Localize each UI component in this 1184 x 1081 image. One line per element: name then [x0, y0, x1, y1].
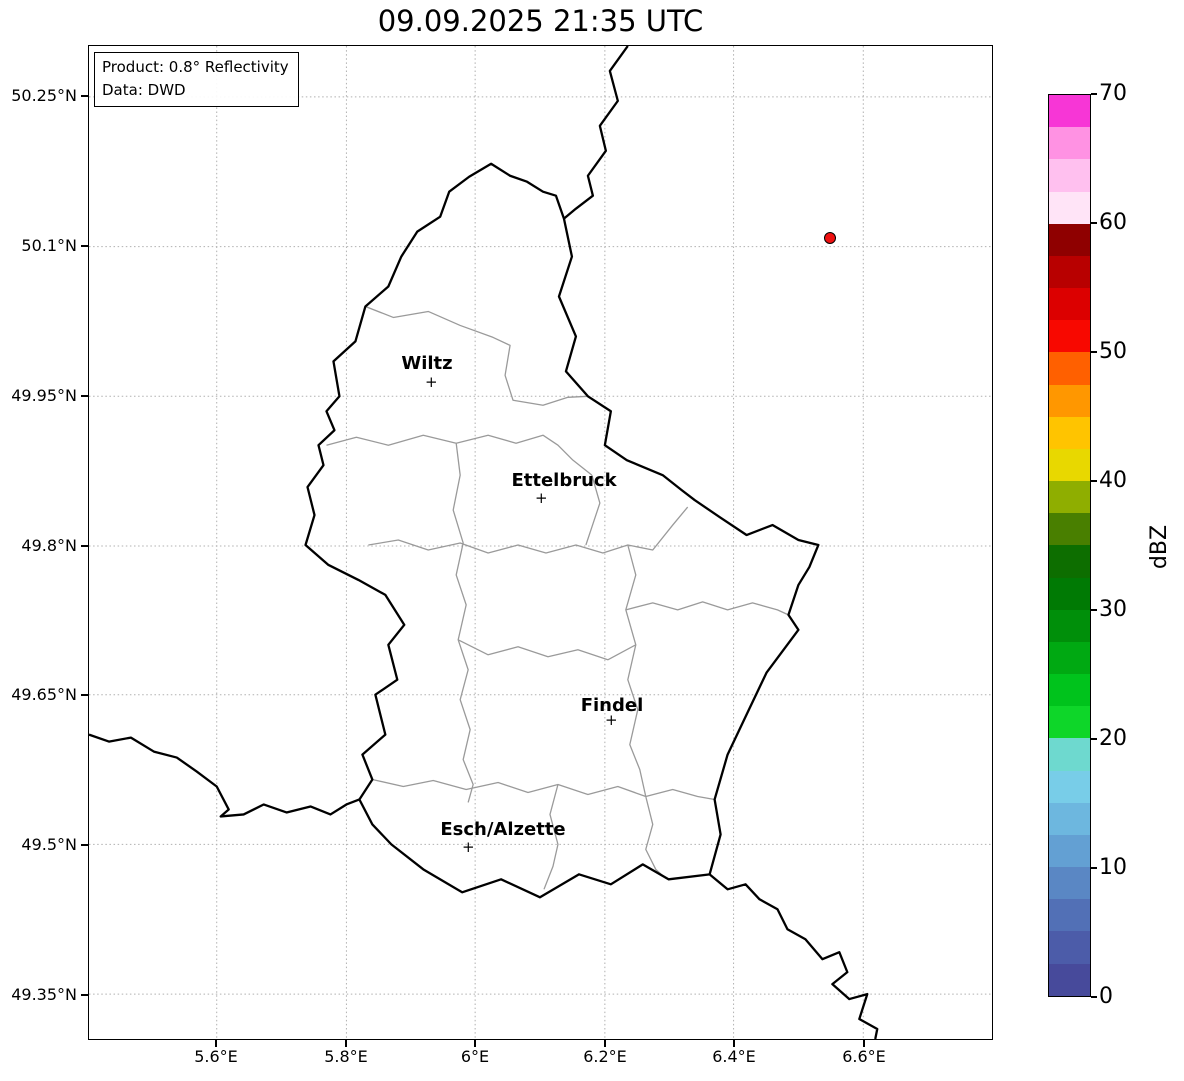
colorbar-segment	[1049, 963, 1090, 996]
y-tick-mark	[81, 694, 88, 696]
colorbar-segment	[1049, 609, 1090, 642]
y-tick-label: 49.65°N	[11, 685, 77, 704]
x-tick-mark	[733, 1040, 735, 1047]
map-canvas	[89, 46, 992, 1039]
x-tick-label: 6.2°E	[583, 1047, 627, 1066]
colorbar-segment	[1049, 223, 1090, 256]
y-tick-mark	[81, 395, 88, 397]
product-info-line: Product: 0.8° Reflectivity	[102, 58, 289, 76]
radar-site-marker	[824, 232, 836, 244]
belgium-germany-border-path	[563, 46, 629, 220]
colorbar-segment	[1049, 127, 1090, 160]
colorbar-segment	[1049, 867, 1090, 900]
colorbar-segment	[1049, 706, 1090, 739]
colorbar-segment	[1049, 481, 1090, 514]
x-tick-mark	[215, 1040, 217, 1047]
colorbar-segment	[1049, 191, 1090, 224]
colorbar-segment	[1049, 674, 1090, 707]
city-marker-cross: +	[425, 373, 438, 391]
y-tick-mark	[81, 844, 88, 846]
colorbar-tick-mark	[1091, 93, 1097, 95]
colorbar-tick-label: 40	[1099, 468, 1127, 493]
colorbar-segment	[1049, 159, 1090, 192]
colorbar-unit-label: dBZ	[1147, 524, 1172, 570]
colorbar-tick-label: 20	[1099, 726, 1127, 751]
product-info-box: Product: 0.8° Reflectivity Data: DWD	[94, 52, 299, 107]
y-tick-mark	[81, 545, 88, 547]
y-tick-mark	[81, 994, 88, 996]
y-tick-mark	[81, 245, 88, 247]
x-tick-mark	[604, 1040, 606, 1047]
colorbar-segment	[1049, 288, 1090, 321]
y-tick-label: 49.35°N	[11, 985, 77, 1004]
y-tick-label: 49.95°N	[11, 386, 77, 405]
colorbar-segment	[1049, 577, 1090, 610]
y-tick-label: 50.25°N	[11, 86, 77, 105]
city-marker-cross: +	[535, 489, 548, 507]
colorbar-segment	[1049, 352, 1090, 385]
colorbar-segment	[1049, 416, 1090, 449]
colorbar-tick-mark	[1091, 609, 1097, 611]
y-tick-mark	[81, 95, 88, 97]
colorbar-segment	[1049, 513, 1090, 546]
reflectivity-colorbar	[1048, 94, 1091, 997]
colorbar-tick-mark	[1091, 996, 1097, 998]
district-borders-path	[326, 305, 789, 890]
colorbar-tick-label: 60	[1099, 210, 1127, 235]
y-tick-label: 49.5°N	[21, 835, 77, 854]
colorbar-tick-mark	[1091, 867, 1097, 869]
y-tick-label: 50.1°N	[21, 236, 77, 255]
belgium-france-border-path	[89, 733, 360, 818]
colorbar-segment	[1049, 545, 1090, 578]
colorbar-segment	[1049, 448, 1090, 482]
city-marker-cross: +	[462, 838, 475, 856]
colorbar-segment	[1049, 384, 1090, 417]
colorbar-segment	[1049, 834, 1090, 868]
city-label: Ettelbruck	[511, 470, 617, 491]
colorbar-tick-mark	[1091, 738, 1097, 740]
y-tick-label: 49.8°N	[21, 536, 77, 555]
colorbar-segment	[1049, 255, 1090, 289]
colorbar-tick-label: 30	[1099, 597, 1127, 622]
colorbar-tick-mark	[1091, 351, 1097, 353]
city-label: Findel	[580, 695, 644, 716]
colorbar-tick-mark	[1091, 222, 1097, 224]
city-marker-cross: +	[605, 711, 618, 729]
colorbar-segment	[1049, 320, 1090, 353]
x-tick-label: 6.6°E	[842, 1047, 886, 1066]
luxembourg-border-path	[304, 162, 820, 899]
x-tick-mark	[863, 1040, 865, 1047]
x-tick-label: 5.8°E	[324, 1047, 368, 1066]
city-label: Esch/Alzette	[440, 819, 566, 840]
gridlines	[89, 46, 992, 1039]
x-tick-label: 6°E	[460, 1047, 490, 1066]
data-source-line: Data: DWD	[102, 80, 186, 99]
colorbar-tick-mark	[1091, 480, 1097, 482]
colorbar-tick-label: 0	[1099, 984, 1113, 1009]
x-tick-label: 6.4°E	[712, 1047, 756, 1066]
colorbar-segment	[1049, 738, 1090, 771]
france-germany-border-path	[708, 873, 879, 1039]
x-tick-label: 5.6°E	[194, 1047, 238, 1066]
colorbar-segment	[1049, 899, 1090, 932]
colorbar-segment	[1049, 95, 1090, 128]
city-label: Wiltz	[401, 353, 453, 374]
x-tick-mark	[474, 1040, 476, 1047]
page-title: 09.09.2025 21:35 UTC	[377, 4, 704, 38]
colorbar-segment	[1049, 802, 1090, 835]
colorbar-segment	[1049, 770, 1090, 803]
colorbar-segment	[1049, 641, 1090, 675]
x-tick-mark	[345, 1040, 347, 1047]
colorbar-segment	[1049, 931, 1090, 964]
colorbar-tick-label: 10	[1099, 855, 1127, 880]
colorbar-tick-label: 50	[1099, 339, 1127, 364]
colorbar-tick-label: 70	[1099, 81, 1127, 106]
map-plot-area: Product: 0.8° Reflectivity Data: DWD + Wi…	[88, 45, 993, 1040]
